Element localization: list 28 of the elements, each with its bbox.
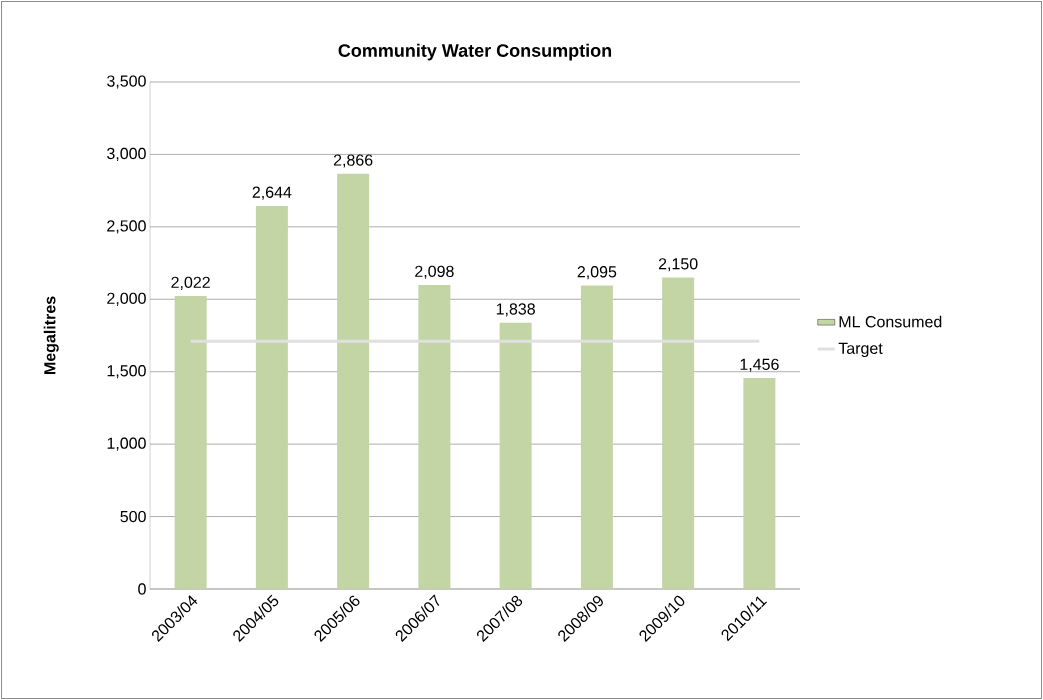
bar bbox=[662, 277, 695, 589]
data-label: 2,866 bbox=[333, 154, 373, 168]
bar bbox=[174, 296, 207, 589]
bar bbox=[499, 322, 532, 589]
bar bbox=[255, 205, 288, 589]
y-tick-label: 2,000 bbox=[107, 292, 146, 306]
y-tick-label: 1,000 bbox=[107, 437, 146, 451]
data-label: 2,644 bbox=[252, 186, 292, 200]
y-tick-label: 2,500 bbox=[107, 220, 146, 234]
data-label: 2,150 bbox=[658, 258, 698, 272]
legend-label: ML Consumed bbox=[839, 315, 942, 328]
y-tick-label: 3,500 bbox=[107, 75, 146, 89]
data-label: 2,095 bbox=[577, 266, 617, 280]
y-tick-label: 3,000 bbox=[107, 147, 146, 162]
legend-label: Target bbox=[838, 342, 883, 358]
y-axis-title: Megalitres bbox=[43, 296, 59, 374]
y-tick-label: 500 bbox=[120, 510, 146, 523]
y-tick-label: 0 bbox=[138, 583, 146, 595]
data-label: 2,022 bbox=[171, 276, 210, 290]
y-tick-label: 1,500 bbox=[107, 365, 146, 379]
bar bbox=[743, 378, 776, 589]
data-label: 2,098 bbox=[415, 265, 454, 279]
data-label: 1,838 bbox=[496, 303, 535, 317]
chart-title: Community Water Consumption bbox=[338, 43, 612, 61]
data-label: 1,456 bbox=[740, 358, 779, 372]
bar bbox=[337, 173, 370, 589]
bar bbox=[418, 285, 451, 589]
bar bbox=[580, 285, 613, 589]
